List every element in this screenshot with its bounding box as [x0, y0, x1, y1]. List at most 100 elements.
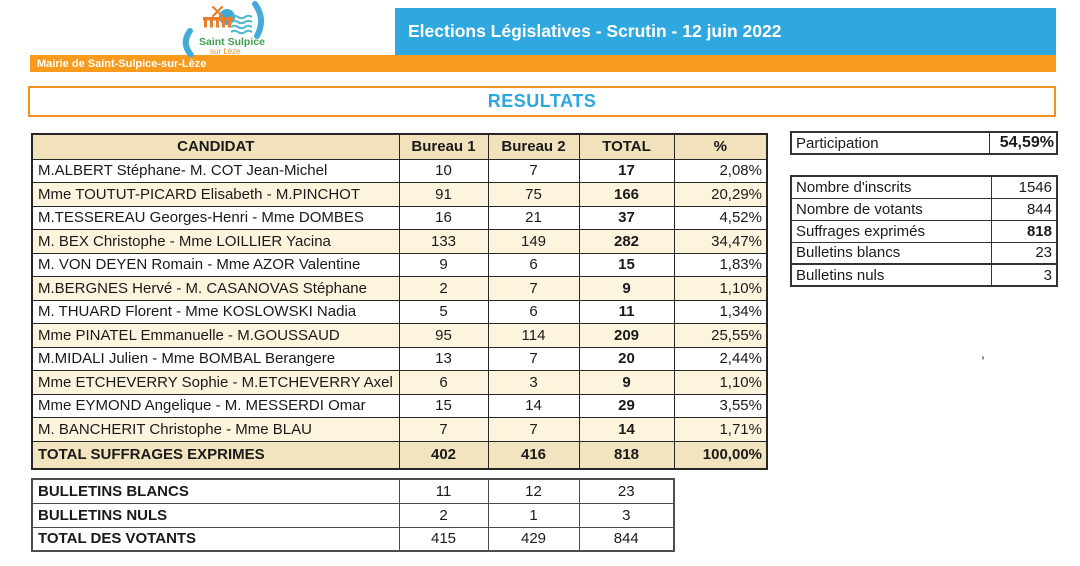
candidate-row-b1: 133 [398, 229, 489, 254]
stat-row-label: Suffrages exprimés [790, 219, 992, 243]
candidate-row: Mme EYMOND Angelique - M. MESSERDI Omar 1… [31, 393, 768, 418]
participation-row: Participation 54,59% [790, 131, 1058, 155]
total-suffrages-bureau2: 416 [487, 440, 580, 470]
candidate-row-total: 37 [578, 205, 675, 230]
candidate-row: Mme PINATEL Emmanuelle - M.GOUSSAUD 95 114… [31, 323, 768, 348]
candidate-row-pct: 1,71% [673, 417, 768, 442]
candidate-row: M. BANCHERIT Christophe - Mme BLAU 7 7 14 1,… [31, 417, 768, 442]
candidate-row-b2: 14 [487, 393, 580, 418]
stat-row-value: 1546 [990, 175, 1058, 199]
col-header-candidat: CANDIDAT [31, 133, 400, 160]
candidate-row-name: M.BERGNES Hervé - M. CASANOVAS Stéphane [31, 276, 400, 301]
candidate-row-b1: 9 [398, 252, 489, 277]
ballot-row-b2: 429 [487, 526, 580, 552]
candidate-row-b1: 95 [398, 323, 489, 348]
candidate-row-pct: 25,55% [673, 323, 768, 348]
candidate-row-b2: 114 [487, 323, 580, 348]
candidate-row-name: M. BANCHERIT Christophe - Mme BLAU [31, 417, 400, 442]
candidate-row-name: M. VON DEYEN Romain - Mme AZOR Valentine [31, 252, 400, 277]
participation-label: Participation [790, 131, 990, 155]
ballot-row-total: 3 [578, 502, 675, 528]
candidate-row-b2: 7 [487, 346, 580, 371]
logo-town-name: Saint Sulpice [199, 36, 265, 48]
municipality-label: Mairie de Saint-Sulpice-sur-Lèze [37, 57, 207, 70]
participation-value: 54,59% [988, 131, 1058, 155]
candidate-row-b2: 3 [487, 370, 580, 395]
town-logo-icon: Saint Sulpice sur Lèze [182, 1, 265, 58]
candidate-row-pct: 20,29% [673, 182, 768, 207]
candidate-row-total: 209 [578, 323, 675, 348]
candidate-row: M.TESSEREAU Georges-Henri - Mme DOMBES 16… [31, 205, 768, 230]
total-suffrages-percent: 100,00% [673, 440, 768, 470]
candidate-row-pct: 1,34% [673, 299, 768, 324]
candidate-row-total: 9 [578, 370, 675, 395]
banner-title-bar: Elections Législatives - Scrutin - 12 ju… [395, 8, 1056, 55]
candidate-row-b2: 7 [487, 417, 580, 442]
candidate-row: M.BERGNES Hervé - M. CASANOVAS Stéphane 2… [31, 276, 768, 301]
ballot-row-total: 23 [578, 478, 675, 504]
stat-row-label: Bulletins blancs [790, 241, 992, 265]
candidate-row-name: Mme TOUTUT-PICARD Elisabeth - M.PINCHOT [31, 182, 400, 207]
ballot-row-total: 844 [578, 526, 675, 552]
ballot-row-name: TOTAL DES VOTANTS [31, 526, 400, 552]
ballot-row: TOTAL DES VOTANTS 415 429 844 [31, 526, 675, 552]
ballot-row-name: BULLETINS BLANCS [31, 478, 400, 504]
candidate-row-total: 29 [578, 393, 675, 418]
candidate-row-name: M.TESSEREAU Georges-Henri - Mme DOMBES [31, 205, 400, 230]
candidate-row-total: 14 [578, 417, 675, 442]
candidate-row-b2: 21 [487, 205, 580, 230]
candidate-row: M.ALBERT Stéphane- M. COT Jean-Michel 10 7… [31, 158, 768, 183]
participation-box: Participation 54,59% [790, 131, 1058, 155]
candidate-row-name: M.ALBERT Stéphane- M. COT Jean-Michel [31, 158, 400, 183]
stat-row-label: Nombre d'inscrits [790, 175, 992, 199]
candidate-row-b2: 6 [487, 299, 580, 324]
candidate-row-name: Mme ETCHEVERRY Sophie - M.ETCHEVERRY Axe… [31, 370, 400, 395]
candidate-row-b2: 149 [487, 229, 580, 254]
stats-table: Nombre d'inscrits 1546 Nombre de votants 84… [790, 175, 1058, 287]
candidate-row-b1: 91 [398, 182, 489, 207]
candidate-row: Mme TOUTUT-PICARD Elisabeth - M.PINCHOT 9… [31, 182, 768, 207]
ballot-row-b1: 2 [398, 502, 489, 528]
stat-row: Nombre de votants 844 [790, 197, 1058, 221]
candidate-row-b1: 13 [398, 346, 489, 371]
stat-row: Bulletins nuls 3 [790, 263, 1058, 287]
ballots-table: BULLETINS BLANCS 11 12 23 BULLETINS NULS 2 1 3 T… [31, 478, 675, 552]
col-header-percent: % [673, 133, 768, 160]
candidate-row-total: 9 [578, 276, 675, 301]
candidate-row-total: 166 [578, 182, 675, 207]
candidate-row-pct: 34,47% [673, 229, 768, 254]
ballot-row-name: BULLETINS NULS [31, 502, 400, 528]
candidate-row: M.MIDALI Julien - Mme BOMBAL Berangere 13… [31, 346, 768, 371]
total-suffrages-row: TOTAL SUFFRAGES EXPRIMES 402 416 818 100… [31, 440, 768, 470]
results-header-row: CANDIDAT Bureau 1 Bureau 2 TOTAL % [31, 133, 768, 160]
logo-town-suffix: sur Lèze [210, 47, 241, 56]
stat-row: Bulletins blancs 23 [790, 241, 1058, 265]
candidate-row-total: 15 [578, 252, 675, 277]
stat-row-value: 818 [990, 219, 1058, 243]
candidate-row-pct: 2,08% [673, 158, 768, 183]
stat-row-value: 3 [990, 263, 1058, 287]
col-header-bureau2: Bureau 2 [487, 133, 580, 160]
candidate-row-pct: 1,83% [673, 252, 768, 277]
stat-row-value: 23 [990, 241, 1058, 265]
candidate-row-total: 17 [578, 158, 675, 183]
total-suffrages-total: 818 [578, 440, 675, 470]
candidate-row-name: M. THUARD Florent - Mme KOSLOWSKI Nadia [31, 299, 400, 324]
candidate-row-b1: 5 [398, 299, 489, 324]
results-table: CANDIDAT Bureau 1 Bureau 2 TOTAL % M.ALB… [31, 133, 768, 470]
candidate-row-b1: 16 [398, 205, 489, 230]
banner-title: Elections Législatives - Scrutin - 12 ju… [408, 21, 782, 41]
candidate-row-b1: 2 [398, 276, 489, 301]
candidate-row-b1: 7 [398, 417, 489, 442]
ballot-row-b2: 1 [487, 502, 580, 528]
stat-row: Suffrages exprimés 818 [790, 219, 1058, 243]
ballot-row-b1: 11 [398, 478, 489, 504]
total-suffrages-label: TOTAL SUFFRAGES EXPRIMES [31, 440, 400, 470]
page-title-box: RESULTATS [28, 86, 1056, 117]
ballot-row: BULLETINS NULS 2 1 3 [31, 502, 675, 528]
page-title: RESULTATS [487, 91, 597, 111]
ballot-row: BULLETINS BLANCS 11 12 23 [31, 478, 675, 504]
stat-row-label: Nombre de votants [790, 197, 992, 221]
candidate-row: M. VON DEYEN Romain - Mme AZOR Valentine… [31, 252, 768, 277]
stat-row-value: 844 [990, 197, 1058, 221]
